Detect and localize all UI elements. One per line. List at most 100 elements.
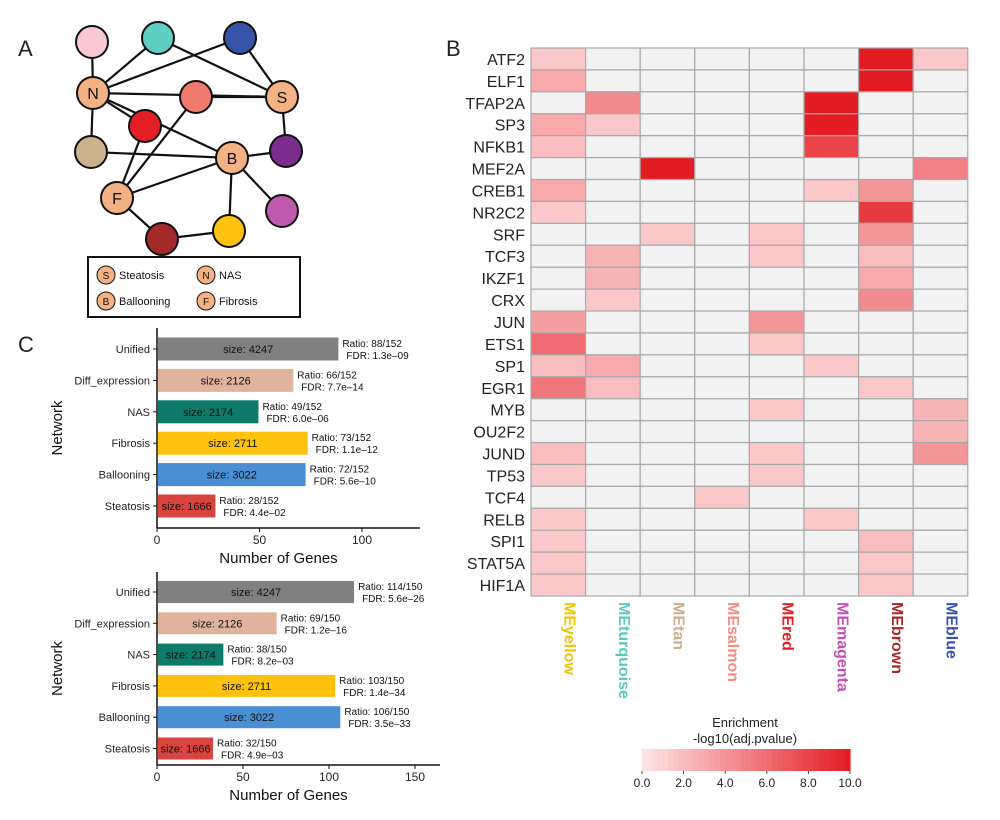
heatmap-column-label: MEyellow bbox=[560, 602, 577, 675]
heatmap-cell bbox=[748, 485, 805, 509]
heatmap-cell bbox=[639, 244, 696, 268]
colorbar-segment bbox=[714, 749, 721, 771]
heatmap-cell bbox=[803, 354, 860, 378]
bar-category-label: Unified bbox=[116, 344, 150, 356]
heatmap-cell bbox=[694, 135, 750, 159]
colorbar-segment bbox=[761, 749, 768, 771]
colorbar-segment bbox=[725, 749, 731, 771]
network-node-label: S bbox=[277, 90, 288, 107]
heatmap-cell bbox=[530, 485, 587, 509]
colorbar-segment bbox=[756, 749, 763, 771]
x-tick-label: 150 bbox=[405, 770, 425, 784]
bar-fdr-label: FDR: 3.5e‒33 bbox=[348, 719, 411, 730]
network-edge bbox=[157, 37, 283, 98]
network-node-label: N bbox=[87, 86, 99, 103]
heatmap-row-label: TP53 bbox=[487, 468, 525, 485]
heatmap-cell bbox=[803, 113, 860, 137]
heatmap-cell bbox=[803, 69, 860, 93]
heatmap-cell bbox=[857, 332, 914, 356]
colorbar-segment bbox=[772, 749, 778, 771]
heatmap-cell bbox=[530, 398, 587, 422]
heatmap-cell bbox=[639, 288, 696, 312]
heatmap-cell bbox=[912, 376, 969, 400]
network-graph: N S B F bbox=[74, 21, 303, 256]
network-edge bbox=[92, 36, 241, 95]
colorbar-segment bbox=[808, 749, 815, 771]
heatmap-cell bbox=[694, 288, 750, 312]
bar-category-label: Diff_expression bbox=[74, 375, 150, 387]
heatmap-cell bbox=[694, 47, 750, 71]
network-node-yellow bbox=[212, 214, 246, 248]
bar-size-label: size: 2711 bbox=[222, 681, 271, 693]
heatmap-cell bbox=[748, 463, 805, 488]
network-node-pink bbox=[75, 25, 109, 59]
legend-symbol bbox=[196, 291, 216, 311]
colorbar-segment bbox=[735, 749, 742, 771]
heatmap-cell bbox=[857, 47, 914, 71]
heatmap-cell bbox=[912, 463, 969, 488]
heatmap-cell bbox=[857, 244, 914, 268]
heatmap-cell bbox=[639, 529, 696, 553]
colorbar-segment bbox=[803, 749, 809, 771]
legend-box bbox=[87, 256, 301, 318]
legend-symbol bbox=[96, 265, 116, 285]
x-axis-title: Number of Genes bbox=[229, 787, 347, 804]
heatmap-cell bbox=[694, 529, 750, 553]
heatmap-cell bbox=[803, 157, 860, 181]
bar bbox=[158, 612, 277, 635]
bar bbox=[158, 463, 306, 487]
colorbar-segment bbox=[751, 749, 757, 771]
colorbar-segment bbox=[824, 749, 830, 771]
heatmap-cell bbox=[639, 47, 696, 71]
colorbar-segment bbox=[766, 749, 773, 771]
heatmap-cell bbox=[584, 222, 641, 246]
colorbar-tick-label: 6.0 bbox=[758, 776, 775, 790]
heatmap-cell bbox=[803, 507, 860, 531]
x-tick-label: 0 bbox=[154, 770, 161, 784]
heatmap-cell bbox=[748, 91, 805, 115]
bar-ratio-label: Ratio: 72/152 bbox=[310, 465, 370, 476]
heatmap-cell bbox=[748, 310, 805, 334]
bar-fdr-label: FDR: 5.6e‒26 bbox=[362, 594, 425, 605]
heatmap-row-label: CRX bbox=[491, 293, 525, 310]
bar-ratio-label: Ratio: 114/150 bbox=[358, 582, 423, 593]
colorbar-segment bbox=[818, 749, 825, 771]
heatmap-cell bbox=[912, 157, 969, 181]
heatmap-cell bbox=[912, 91, 969, 115]
heatmap-cell bbox=[639, 376, 696, 400]
colorbar-segment bbox=[740, 749, 747, 771]
panel-label-c: C bbox=[18, 332, 34, 357]
heatmap: ATF2 ELF1 TFAP2A SP3 NFKB1 MEF2A CREB1 NR2C2 SRF… bbox=[465, 47, 969, 699]
heatmap-cell bbox=[639, 441, 696, 466]
colorbar-segment bbox=[694, 749, 700, 771]
heatmap-cell bbox=[530, 69, 587, 93]
heatmap-row-label: TCF3 bbox=[485, 249, 525, 266]
heatmap-cell bbox=[530, 420, 587, 444]
bar-size-label: size: 4247 bbox=[231, 587, 281, 599]
heatmap-cell bbox=[584, 244, 641, 268]
colorbar-segment bbox=[829, 749, 835, 771]
bar bbox=[158, 674, 336, 697]
bar-ratio-label: Ratio: 28/152 bbox=[219, 496, 279, 507]
heatmap-column-label: MEbrown bbox=[888, 602, 905, 674]
heatmap-cell bbox=[857, 178, 914, 203]
heatmap-cell bbox=[694, 573, 750, 597]
bar-category-label: Fibrosis bbox=[111, 438, 150, 450]
heatmap-cell bbox=[530, 354, 587, 378]
heatmap-cell bbox=[530, 200, 587, 224]
x-axis-title: Number of Genes bbox=[219, 550, 337, 567]
x-tick-label: 100 bbox=[352, 533, 372, 547]
heatmap-cell bbox=[912, 69, 969, 93]
heatmap-cell bbox=[748, 222, 805, 246]
heatmap-cell bbox=[748, 441, 805, 466]
heatmap-cell bbox=[912, 178, 969, 203]
heatmap-row-label: ETS1 bbox=[485, 337, 525, 354]
heatmap-cell bbox=[584, 135, 641, 159]
heatmap-cell bbox=[803, 310, 860, 334]
colorbar-segment bbox=[720, 749, 726, 771]
heatmap-row-label: JUND bbox=[482, 447, 525, 464]
network-node-label: F bbox=[112, 191, 122, 208]
heatmap-cell bbox=[748, 529, 805, 553]
heatmap-cell bbox=[857, 529, 914, 553]
heatmap-cell bbox=[857, 222, 914, 246]
